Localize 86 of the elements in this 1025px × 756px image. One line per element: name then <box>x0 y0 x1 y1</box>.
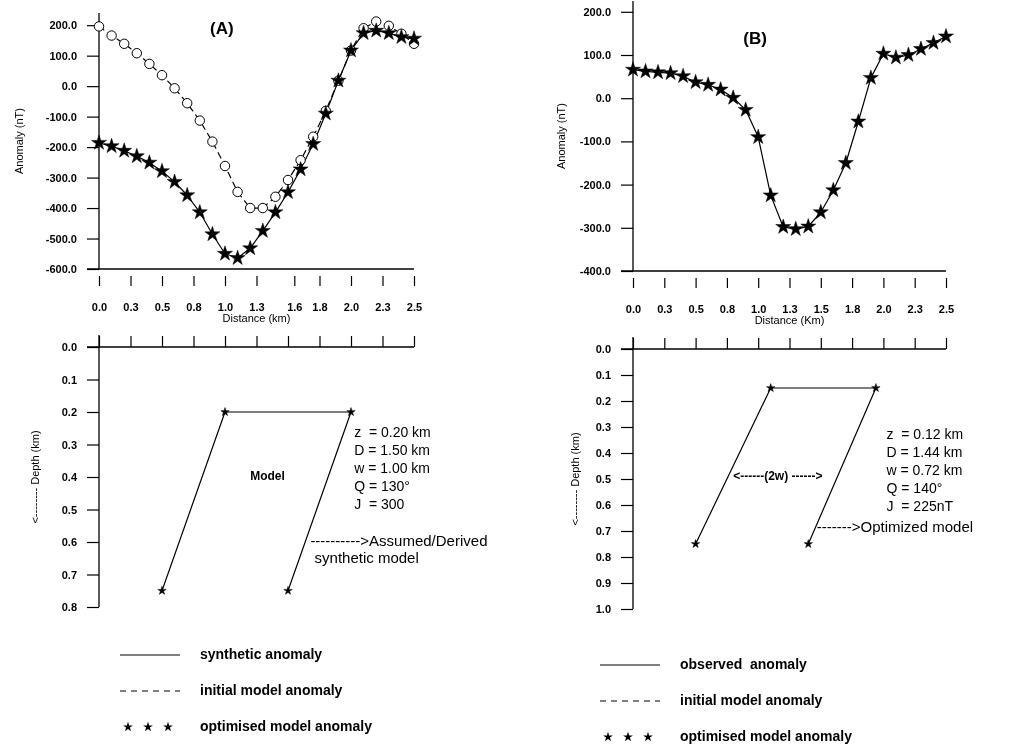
x-tick-label: 0.0 <box>91 300 108 313</box>
annotation: z = 0.12 km <box>886 425 964 442</box>
x-tick-label: 2.3 <box>907 302 923 315</box>
y-tick-label: -300.0 <box>579 221 611 234</box>
y-axis-title: Anomaly (nT) <box>12 107 25 175</box>
x-tick-label: 1.5 <box>813 302 829 315</box>
y-tick-label: -200.0 <box>45 141 77 154</box>
x-tick-label: 2.0 <box>876 302 892 315</box>
y-tick-label: 0.3 <box>61 438 77 451</box>
x-tick-label: 0.5 <box>688 302 704 315</box>
y-tick-label: 0.2 <box>61 406 77 419</box>
y-tick-label: -400.0 <box>579 265 611 278</box>
annotation: <------(2w) ------> <box>733 468 823 483</box>
x-tick-label: 1.8 <box>312 300 328 313</box>
y-tick-label: 0.7 <box>61 568 77 581</box>
annotation: D = 1.50 km <box>354 441 431 458</box>
annotation: Model <box>250 469 285 484</box>
annotation: ---------->Assumed/Derived synthetic model <box>310 531 488 567</box>
x-tick-label: 1.8 <box>844 302 861 315</box>
y-tick-label: 200.0 <box>583 5 611 18</box>
y-tick-label: 0.3 <box>595 421 611 434</box>
y-tick-label: 1.0 <box>595 603 611 616</box>
y-tick-label: 0.1 <box>61 373 77 386</box>
annotation: J = 300 <box>354 495 405 512</box>
y-tick-label: -600.0 <box>45 263 77 276</box>
y-tick-label: 100.0 <box>583 49 611 62</box>
x-tick-label: 0.5 <box>154 300 171 313</box>
annotation: Q = 140° <box>886 479 943 496</box>
annotation: z = 0.20 km <box>354 423 431 440</box>
y-tick-label: 100.0 <box>49 49 77 62</box>
y-tick-label: 0.0 <box>595 92 611 105</box>
legend-label: initial model anomaly <box>680 691 823 708</box>
legend-label: observed anomaly <box>680 655 808 672</box>
x-tick-label: 1.3 <box>782 302 798 315</box>
y-tick-label: 0.0 <box>61 80 77 93</box>
x-tick-label: 0.0 <box>625 302 642 315</box>
y-tick-label: 0.1 <box>595 369 611 382</box>
y-tick-label: -100.0 <box>579 135 611 148</box>
x-tick-label: 2.5 <box>406 300 423 313</box>
y-tick-label: -300.0 <box>45 171 77 184</box>
y-tick-label: 0.6 <box>61 536 77 549</box>
y-tick-label: 0.6 <box>595 499 611 512</box>
x-tick-label: 1.6 <box>287 300 303 313</box>
y-tick-label: 200.0 <box>49 19 77 32</box>
y-tick-label: 0.4 <box>595 447 612 460</box>
x-tick-label: 2.3 <box>375 300 391 313</box>
y-tick-label: 0.5 <box>61 503 77 516</box>
x-tick-label: 1.0 <box>217 300 234 313</box>
annotation: J = 225nT <box>886 497 954 514</box>
y-axis-title: <-------- Depth (km) <box>568 432 581 526</box>
y-tick-label: 0.7 <box>595 525 611 538</box>
annotation: w = 0.72 km <box>885 461 963 478</box>
y-tick-label: 0.9 <box>595 577 611 590</box>
x-axis-title: Distance (km) <box>222 312 291 324</box>
annotation: D = 1.44 km <box>886 443 963 460</box>
y-tick-label: 0.0 <box>595 343 611 356</box>
x-tick-label: 1.0 <box>751 302 767 315</box>
annotation: w = 1.00 km <box>353 459 431 476</box>
chart-title: (A) <box>210 18 234 38</box>
y-tick-label: -400.0 <box>45 202 77 215</box>
y-tick-label: 0.0 <box>61 341 77 354</box>
y-axis-title: <-------- Depth (km) <box>28 430 41 524</box>
text: (B) <box>743 29 767 49</box>
y-tick-label: -100.0 <box>45 110 77 123</box>
x-tick-label: 2.0 <box>343 300 360 313</box>
x-tick-label: 0.3 <box>657 302 673 315</box>
y-tick-label: 0.4 <box>61 471 78 484</box>
y-tick-label: 0.2 <box>595 395 611 408</box>
legend-label: synthetic anomaly <box>200 645 323 662</box>
legend-label: initial model anomaly <box>200 681 343 698</box>
x-tick-label: 0.8 <box>186 300 202 313</box>
y-tick-label: 0.5 <box>595 473 611 486</box>
y-tick-label: -200.0 <box>579 178 611 191</box>
annotation: Q = 130° <box>354 477 410 494</box>
y-axis-title: Anomaly (nT) <box>554 102 567 170</box>
legend-label: optimised model anomaly <box>680 727 853 744</box>
x-axis-title: Distance (Km) <box>754 314 825 326</box>
x-tick-label: 0.3 <box>123 300 139 313</box>
legend-label: optimised model anomaly <box>200 717 373 734</box>
x-tick-label: 0.8 <box>719 302 736 315</box>
x-tick-label: 1.3 <box>249 300 265 313</box>
x-tick-label: 2.5 <box>938 302 955 315</box>
y-tick-label: -500.0 <box>45 232 77 245</box>
annotation: ------->Optimized model <box>816 518 974 536</box>
y-tick-label: 0.8 <box>61 601 77 614</box>
y-tick-label: 0.8 <box>595 551 611 564</box>
